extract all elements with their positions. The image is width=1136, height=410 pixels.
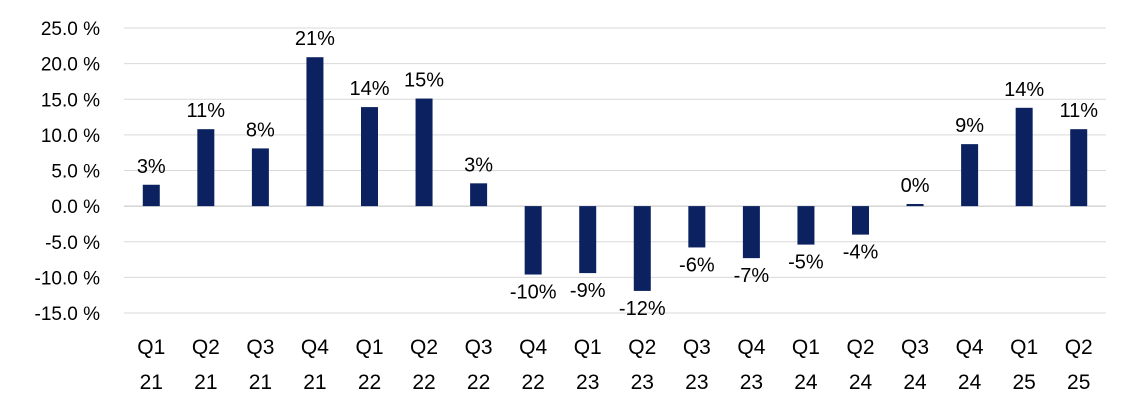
x-category-quarter: Q3 [683,336,711,359]
data-label: -7% [734,265,770,287]
bar [797,206,815,245]
bar [361,107,378,207]
bar [415,98,433,207]
x-category-year: 22 [412,371,435,394]
x-category-year: 24 [794,371,818,394]
x-category-year: 21 [303,371,326,394]
bar [470,183,488,207]
bar [251,148,269,207]
y-tick-label: 25.0 % [41,19,100,40]
x-category-quarter: Q2 [1065,336,1093,359]
y-tick-label: -15.0 % [35,304,101,325]
x-axis-category-labels: Q1 21 Q2 21 Q3 21 Q4 21 Q1 22 Q2 22 Q3 22 Q4 22 Q1 23 Q2 23… [137,336,1092,394]
x-category-year: 21 [194,371,217,394]
x-category-quarter: Q1 [1010,336,1038,359]
data-label: -6% [679,254,715,276]
x-category-quarter: Q4 [956,336,984,359]
x-category-quarter: Q2 [846,336,874,359]
bar [961,144,979,207]
x-category-year: 25 [1012,371,1035,394]
bars [142,57,1088,291]
bar [688,206,706,248]
x-category-year: 22 [467,371,490,394]
bar [197,129,215,207]
x-category-quarter: Q3 [901,336,929,359]
y-tick-label: 15.0 % [41,90,100,111]
y-tick-label: -5.0 % [45,233,100,254]
x-category-quarter: Q3 [246,336,274,359]
x-category-year: 22 [521,371,544,394]
x-category-year: 22 [358,371,381,394]
data-labels: 3% 11% 8% 21% 14% 15% 3% -10% -9% -12% -6% -7% -5% -4… [137,28,1098,320]
x-category-year: 21 [140,371,163,394]
bar [633,206,651,291]
bar [852,206,869,235]
x-category-year: 23 [576,371,599,394]
x-category-year: 23 [685,371,708,394]
bar [524,206,542,275]
bar [579,206,597,274]
y-tick-label: 0.0 % [51,197,100,218]
x-category-year: 24 [849,371,873,394]
bar [906,203,924,207]
bar [1070,129,1088,207]
x-category-year: 24 [903,371,927,394]
y-tick-label: 10.0 % [41,126,100,147]
y-axis-tick-labels: 25.0 % 20.0 % 15.0 % 10.0 % 5.0 % 0.0 % -5.0 %… [35,19,101,325]
data-label: 8% [246,119,275,141]
x-category-year: 24 [958,371,982,394]
data-label: -9% [570,280,606,302]
data-label: 3% [464,154,493,176]
y-tick-label: 20.0 % [41,55,100,76]
x-category-quarter: Q2 [192,336,220,359]
data-label: -12% [619,298,666,320]
x-category-quarter: Q3 [465,336,493,359]
x-category-quarter: Q1 [355,336,383,359]
x-category-year: 23 [740,371,763,394]
data-label: 21% [295,28,335,50]
y-tick-label: 5.0 % [51,162,100,183]
bar [742,206,760,259]
data-label: 3% [137,156,166,178]
x-category-quarter: Q1 [574,336,602,359]
data-label: 14% [1004,79,1044,101]
data-label: 15% [404,70,444,92]
x-category-quarter: Q4 [519,336,547,359]
bar [1015,107,1033,207]
data-label: -10% [510,282,557,304]
data-label: 14% [349,78,389,100]
data-label: -5% [788,252,824,274]
x-category-quarter: Q1 [792,336,820,359]
x-category-quarter: Q4 [737,336,765,359]
x-category-year: 23 [631,371,654,394]
x-category-quarter: Q4 [301,336,329,359]
data-label: 11% [1059,100,1098,122]
data-label: 9% [955,115,984,137]
x-category-year: 25 [1067,371,1090,394]
data-label: 11% [187,100,226,122]
x-category-year: 21 [249,371,272,394]
bar [306,57,324,207]
x-category-quarter: Q1 [137,336,165,359]
data-label: -4% [843,242,879,264]
x-category-quarter: Q2 [410,336,438,359]
x-category-quarter: Q2 [628,336,656,359]
bar [142,184,160,207]
data-label: 0% [901,175,930,197]
y-tick-label: -10.0 % [35,268,101,289]
gridlines [124,27,1106,314]
